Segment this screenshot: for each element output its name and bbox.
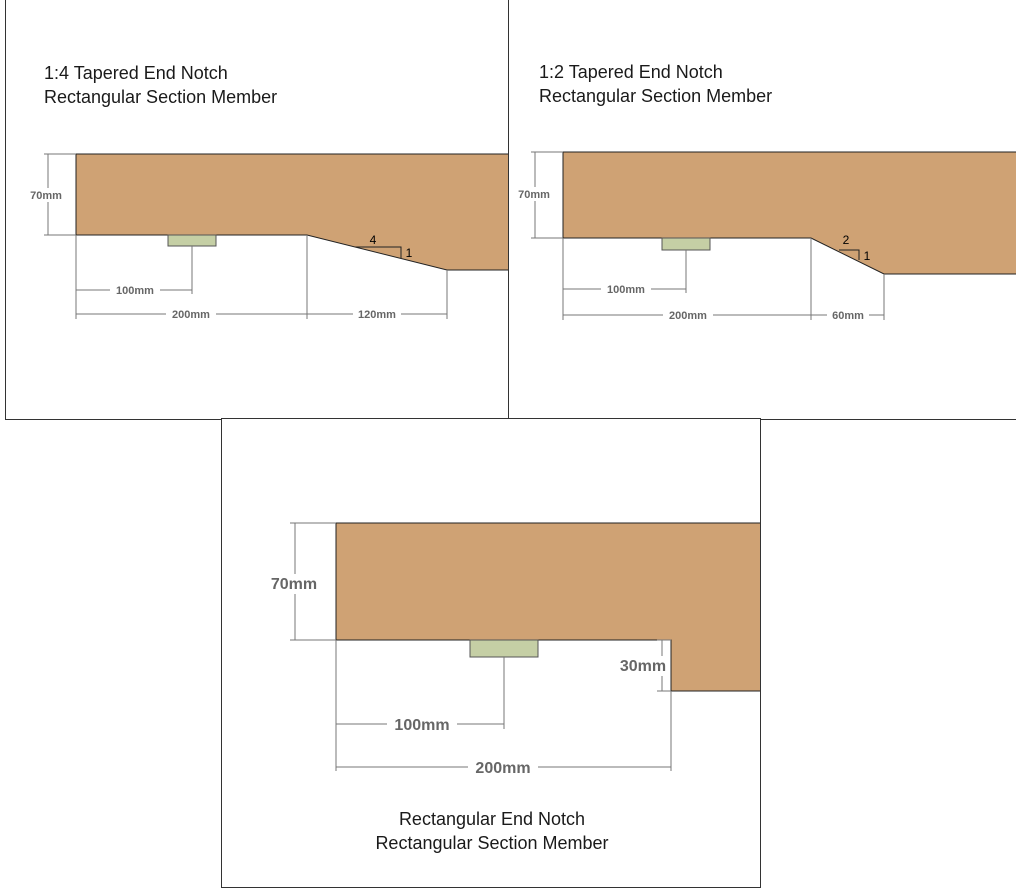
timber-member	[335, 522, 760, 692]
title-line-2: Rectangular Section Member	[375, 833, 609, 853]
taper-1-4-drawing: 70mm 100mm 200mm 120mm 4 1	[26, 153, 508, 321]
panel-taper-1-4: 1:4 Tapered End Notch Rectangular Sectio…	[5, 0, 509, 420]
title-line-1: 1:4 Tapered End Notch	[44, 63, 228, 83]
slope-rise-label: 1	[864, 249, 871, 263]
notch-start-label: 200mm	[475, 760, 530, 777]
taper-1-2-drawing: 70mm 100mm 200mm 60mm 2 1	[513, 151, 1016, 322]
panel-title: 1:2 Tapered End Notch Rectangular Sectio…	[539, 60, 772, 108]
bearing-pad	[661, 237, 711, 251]
taper-length-label: 120mm	[358, 309, 396, 321]
title-line-1: 1:2 Tapered End Notch	[539, 62, 723, 82]
depth-label: 70mm	[271, 576, 317, 593]
title-line-2: Rectangular Section Member	[539, 86, 773, 106]
depth-label: 70mm	[518, 189, 550, 201]
timber-member	[75, 153, 508, 271]
panel-rectangular: 70mm 30mm 100mm 200mm Rectangular End No…	[221, 418, 761, 888]
bearing-pad	[167, 234, 217, 247]
bearing-label: 100mm	[394, 717, 449, 734]
slope-run-label: 2	[843, 233, 850, 247]
title-line-1: Rectangular End Notch	[398, 809, 586, 829]
bearing-pad	[469, 639, 539, 658]
panel-taper-1-2: 1:2 Tapered End Notch Rectangular Sectio…	[508, 0, 1016, 420]
timber-member	[562, 151, 1016, 275]
panel-title: 1:4 Tapered End Notch Rectangular Sectio…	[44, 61, 277, 109]
notch-start-label: 200mm	[669, 310, 707, 322]
notch-depth-label: 30mm	[620, 658, 666, 675]
notch-start-label: 200mm	[172, 309, 210, 321]
slope-triangle	[839, 249, 860, 260]
taper-length-label: 60mm	[832, 310, 864, 322]
panel-title: Rectangular End Notch Rectangular Sectio…	[222, 807, 760, 855]
bearing-label: 100mm	[116, 285, 154, 297]
slope-run-label: 4	[370, 233, 377, 247]
depth-label: 70mm	[30, 190, 62, 202]
slope-triangle	[355, 246, 402, 258]
title-line-2: Rectangular Section Member	[44, 87, 278, 107]
bearing-label: 100mm	[607, 284, 645, 296]
rectangular-notch-drawing: 70mm 30mm 100mm 200mm	[264, 522, 760, 777]
slope-rise-label: 1	[406, 246, 413, 260]
